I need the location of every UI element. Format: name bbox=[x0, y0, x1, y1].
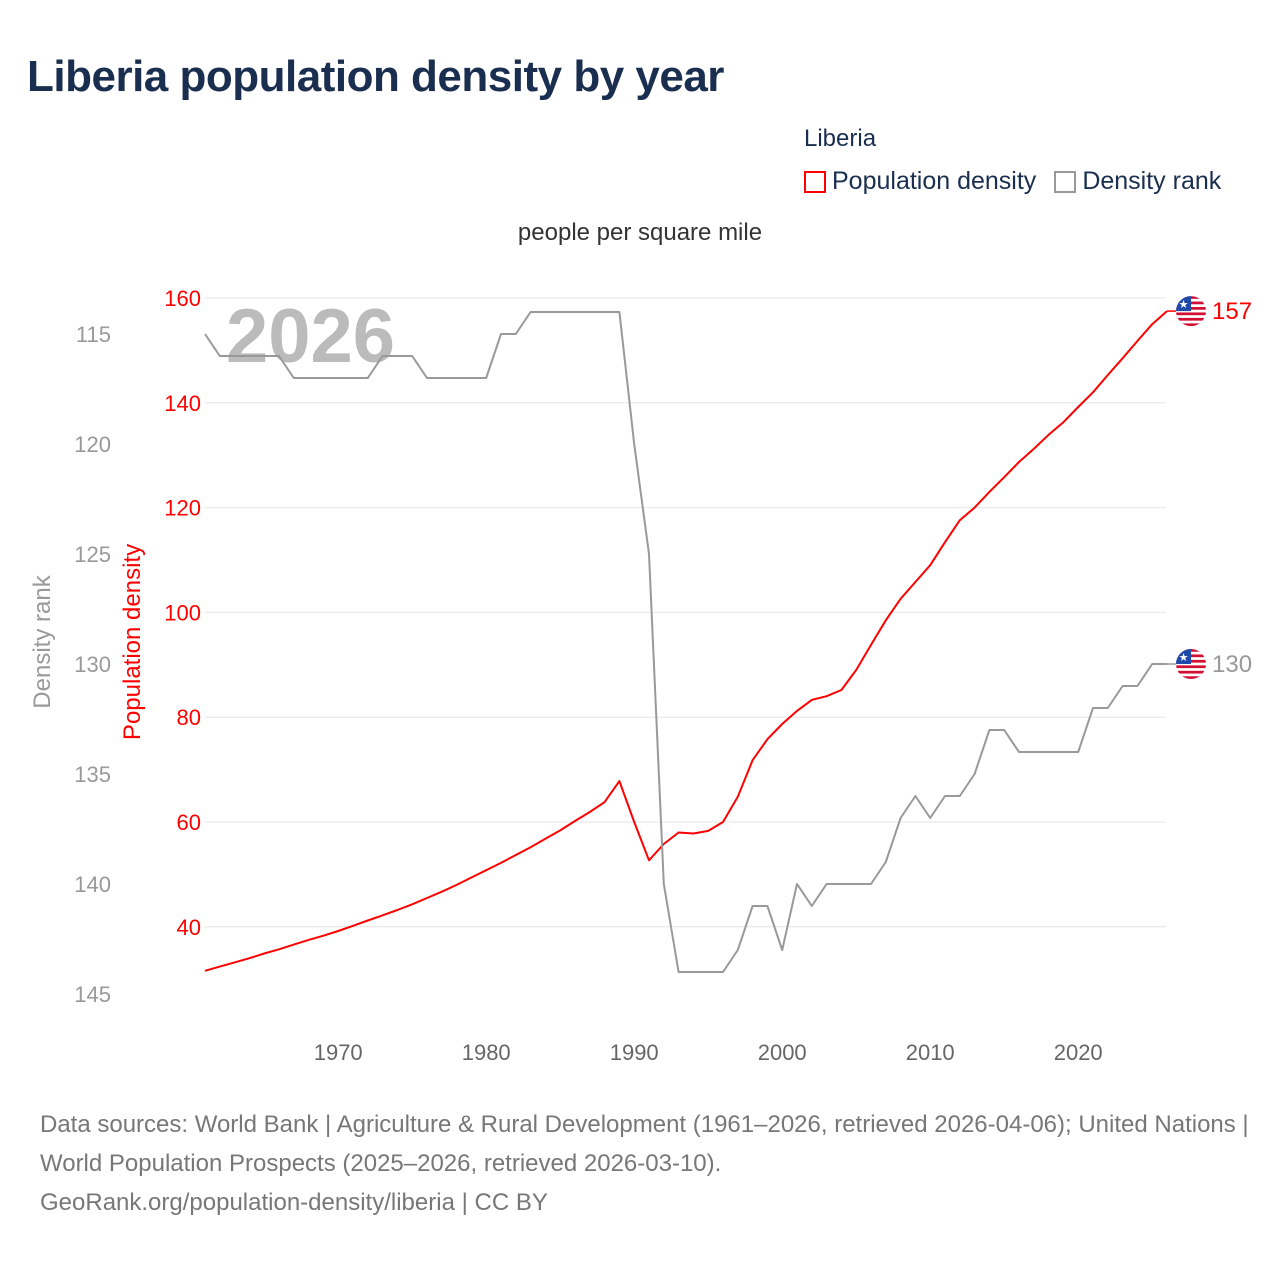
legend: Population density Density rank bbox=[804, 167, 1221, 196]
flag-star: ★ bbox=[1179, 299, 1189, 311]
watermark-year: 2026 bbox=[226, 294, 395, 379]
chart-title: Liberia population density by year bbox=[27, 52, 724, 101]
x-tick-label: 1970 bbox=[314, 1040, 363, 1065]
flag-stripe bbox=[1176, 676, 1206, 679]
y-rank-tick-label: 135 bbox=[74, 762, 111, 787]
x-tick-label: 2010 bbox=[906, 1040, 955, 1065]
y-left-tick-label: 160 bbox=[164, 286, 201, 311]
y-rank-axis-label: Density rank bbox=[29, 574, 56, 708]
y-left-tick-label: 100 bbox=[164, 600, 201, 625]
legend-item-density-rank[interactable]: Density rank bbox=[1054, 167, 1221, 196]
flag-stripe bbox=[1176, 665, 1206, 669]
series-line-density-rank bbox=[204, 311, 1167, 973]
y-rank-tick-label: 115 bbox=[76, 322, 111, 347]
y-rank-tick-label: 130 bbox=[74, 652, 111, 677]
y-left-tick-label: 80 bbox=[177, 705, 201, 730]
legend-title: Liberia bbox=[804, 125, 877, 152]
y-rank-tick-label: 125 bbox=[74, 542, 111, 567]
y-rank-tick-label: 145 bbox=[74, 982, 111, 1007]
flag-star: ★ bbox=[1179, 652, 1189, 664]
legend-item-population-density[interactable]: Population density bbox=[804, 167, 1036, 196]
x-tick-label: 1990 bbox=[610, 1040, 659, 1065]
end-value-label: 157 bbox=[1212, 298, 1252, 325]
legend-swatch-gray bbox=[1054, 170, 1077, 193]
legend-label: Population density bbox=[832, 167, 1037, 195]
y-left-tick-label: 60 bbox=[177, 810, 201, 835]
flag-body: ★ bbox=[1176, 649, 1206, 679]
flag-stripe bbox=[1176, 317, 1206, 321]
x-tick-label: 2020 bbox=[1054, 1040, 1103, 1065]
liberia-flag-icon: ★ bbox=[1176, 649, 1206, 679]
flag-stripe bbox=[1176, 312, 1206, 316]
y-left-tick-label: 140 bbox=[164, 391, 201, 416]
y-left-tick-label: 40 bbox=[177, 915, 201, 940]
y-left-axis-label: Population density bbox=[119, 544, 146, 740]
credit-link[interactable]: GeoRank.org/population-density/liberia |… bbox=[40, 1189, 548, 1216]
flag-stripe bbox=[1176, 670, 1206, 674]
liberia-flag-icon: ★ bbox=[1176, 296, 1206, 327]
footer: Data sources: World Bank | Agriculture &… bbox=[40, 1105, 1250, 1222]
x-tick-label: 2000 bbox=[758, 1040, 807, 1065]
flag-stripe bbox=[1176, 323, 1206, 327]
unit-label: people per square mile bbox=[517, 219, 763, 246]
end-value-label: 130 bbox=[1212, 651, 1252, 678]
flag-body: ★ bbox=[1176, 296, 1206, 327]
legend-swatch-red bbox=[804, 170, 826, 193]
y-rank-tick-label: 140 bbox=[74, 872, 111, 897]
series-line-population-density bbox=[204, 310, 1168, 972]
legend-label: Density rank bbox=[1082, 167, 1222, 195]
x-tick-label: 1980 bbox=[462, 1040, 511, 1065]
data-sources: Data sources: World Bank | Agriculture &… bbox=[40, 1111, 1249, 1177]
y-left-tick-label: 120 bbox=[164, 496, 201, 521]
y-rank-tick-label: 120 bbox=[74, 432, 111, 457]
